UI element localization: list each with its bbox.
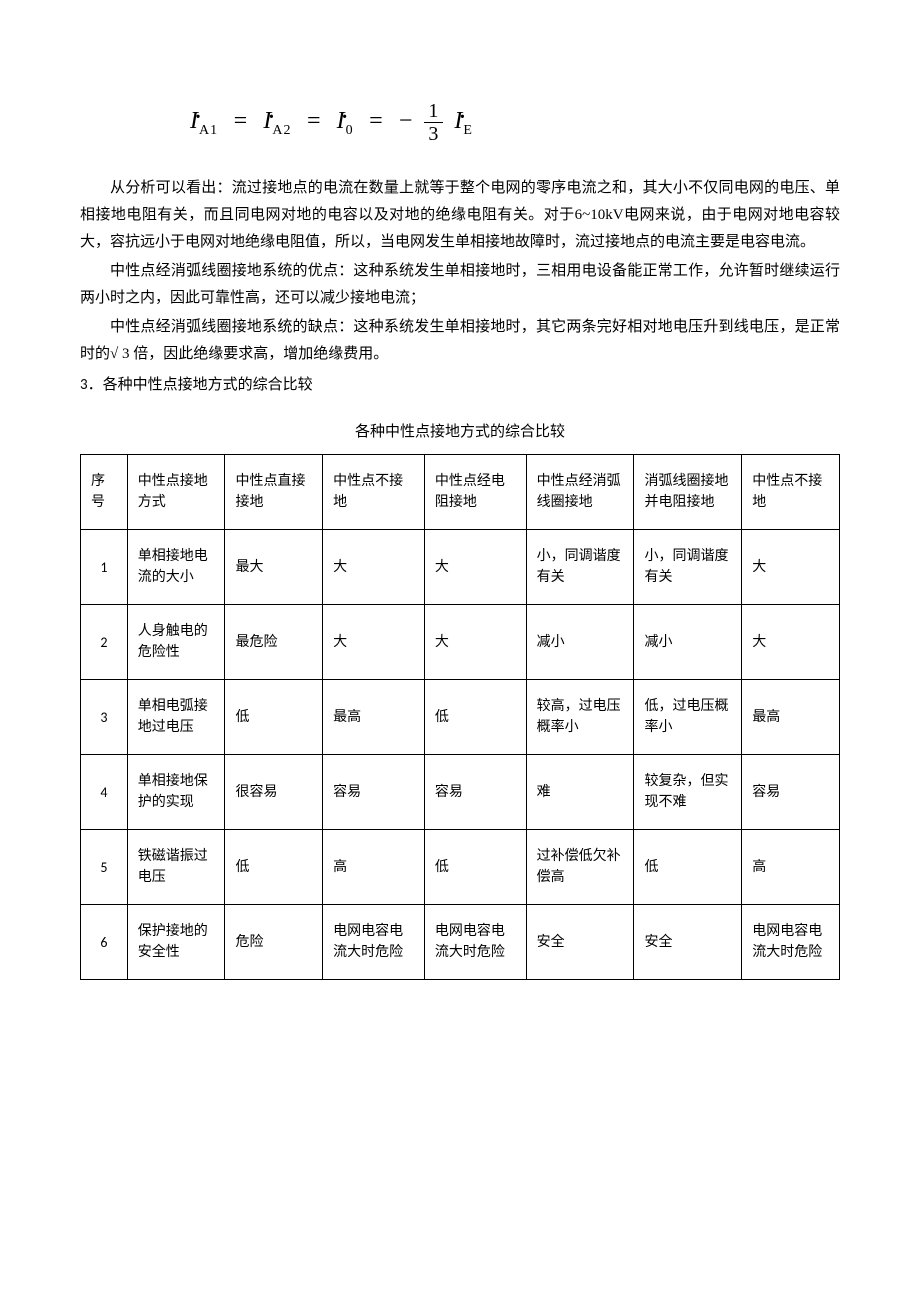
paragraph-1: 从分析可以看出：流过接地点的电流在数量上就等于整个电网的零序电流之和，其大小不仅… — [80, 175, 840, 256]
row-index: 1 — [81, 530, 128, 605]
section-heading: 3．各种中性点接地方式的综合比较 — [80, 372, 840, 399]
var-ia2: I — [263, 108, 272, 134]
table-cell: 电网电容电流大时危险 — [323, 905, 425, 980]
table-cell: 大 — [424, 530, 526, 605]
row-index: 3 — [81, 680, 128, 755]
table-cell: 低 — [225, 830, 323, 905]
table-header-cell: 中性点不接地 — [323, 455, 425, 530]
table-cell: 大 — [424, 605, 526, 680]
row-label: 单相电弧接地过电压 — [127, 680, 225, 755]
table-cell: 高 — [742, 830, 840, 905]
comparison-table: 序号中性点接地方式中性点直接接地中性点不接地中性点经电阻接地中性点经消弧线圈接地… — [80, 454, 840, 980]
table-row: 6保护接地的安全性危险电网电容电流大时危险电网电容电流大时危险安全安全电网电容电… — [81, 905, 840, 980]
table-cell: 危险 — [225, 905, 323, 980]
table-cell: 小，同调谐度有关 — [634, 530, 742, 605]
table-cell: 电网电容电流大时危险 — [742, 905, 840, 980]
table-cell: 低 — [634, 830, 742, 905]
var-i0: I — [337, 108, 346, 134]
table-header-cell: 中性点不接地 — [742, 455, 840, 530]
table-cell: 容易 — [742, 755, 840, 830]
table-header-cell: 中性点经电阻接地 — [424, 455, 526, 530]
table-cell: 低 — [424, 680, 526, 755]
table-cell: 最危险 — [225, 605, 323, 680]
table-cell: 较高，过电压概率小 — [526, 680, 634, 755]
row-label: 单相接地电流的大小 — [127, 530, 225, 605]
table-header-cell: 序号 — [81, 455, 128, 530]
table-cell: 低 — [424, 830, 526, 905]
table-row: 3单相电弧接地过电压低最高低较高，过电压概率小低，过电压概率小最高 — [81, 680, 840, 755]
table-cell: 大 — [323, 605, 425, 680]
table-cell: 很容易 — [225, 755, 323, 830]
paragraph-2: 中性点经消弧线圈接地系统的优点：这种系统发生单相接地时，三相用电设备能正常工作，… — [80, 258, 840, 312]
table-cell: 高 — [323, 830, 425, 905]
fraction: 1 3 — [424, 100, 443, 145]
var-ia1: I — [190, 108, 199, 134]
table-cell: 难 — [526, 755, 634, 830]
paragraph-3: 中性点经消弧线圈接地系统的缺点：这种系统发生单相接地时，其它两条完好相对地电压升… — [80, 314, 840, 368]
table-row: 5铁磁谐振过电压低高低过补偿低欠补偿高低高 — [81, 830, 840, 905]
minus-sign: − — [399, 108, 414, 134]
table-row: 2人身触电的危险性最危险大大减小减小大 — [81, 605, 840, 680]
table-header-cell: 消弧线圈接地并电阻接地 — [634, 455, 742, 530]
row-label: 铁磁谐振过电压 — [127, 830, 225, 905]
table-cell: 大 — [323, 530, 425, 605]
table-header-cell: 中性点直接接地 — [225, 455, 323, 530]
row-index: 2 — [81, 605, 128, 680]
table-cell: 电网电容电流大时危险 — [424, 905, 526, 980]
table-cell: 最高 — [323, 680, 425, 755]
row-label: 保护接地的安全性 — [127, 905, 225, 980]
row-index: 4 — [81, 755, 128, 830]
table-cell: 容易 — [323, 755, 425, 830]
table-row: 1单相接地电流的大小最大大大小，同调谐度有关小，同调谐度有关大 — [81, 530, 840, 605]
numerator: 1 — [424, 100, 443, 123]
table-cell: 安全 — [634, 905, 742, 980]
table-cell: 低 — [225, 680, 323, 755]
table-cell: 最高 — [742, 680, 840, 755]
table-cell: 小，同调谐度有关 — [526, 530, 634, 605]
row-label: 人身触电的危险性 — [127, 605, 225, 680]
table-cell: 较复杂，但实现不难 — [634, 755, 742, 830]
table-header-cell: 中性点接地方式 — [127, 455, 225, 530]
table-cell: 过补偿低欠补偿高 — [526, 830, 634, 905]
equation: IA1 = IA2 = I0 = − 1 3 IE — [190, 100, 840, 145]
var-ie: I — [454, 108, 463, 134]
table-row: 4单相接地保护的实现很容易容易容易难较复杂，但实现不难容易 — [81, 755, 840, 830]
row-index: 6 — [81, 905, 128, 980]
table-cell: 大 — [742, 605, 840, 680]
table-cell: 安全 — [526, 905, 634, 980]
table-cell: 大 — [742, 530, 840, 605]
table-cell: 减小 — [634, 605, 742, 680]
table-header-cell: 中性点经消弧线圈接地 — [526, 455, 634, 530]
table-cell: 减小 — [526, 605, 634, 680]
row-label: 单相接地保护的实现 — [127, 755, 225, 830]
table-title: 各种中性点接地方式的综合比较 — [80, 419, 840, 446]
table-cell: 容易 — [424, 755, 526, 830]
denominator: 3 — [424, 123, 443, 145]
table-cell: 最大 — [225, 530, 323, 605]
row-index: 5 — [81, 830, 128, 905]
table-cell: 低，过电压概率小 — [634, 680, 742, 755]
